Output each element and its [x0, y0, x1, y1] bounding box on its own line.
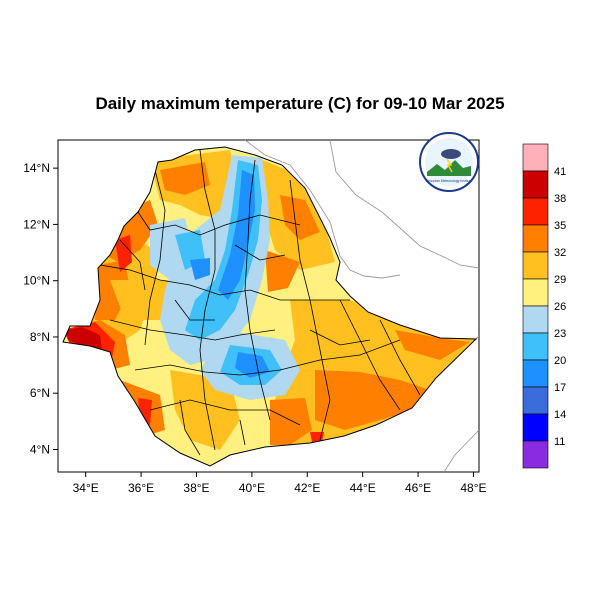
x-axis-ticks: 34°E 36°E 38°E 40°E 42°E 44°E 46°E 48°E [73, 472, 487, 495]
colorbar-swatch [522, 386, 549, 415]
x-tick-label: 44°E [350, 481, 376, 495]
temp-band-f17 [235, 352, 270, 378]
ethiopia-border [62, 146, 478, 467]
y-tick-label: 14°N [23, 161, 50, 175]
temp-band-f32 [315, 370, 430, 430]
y-tick-label: 12°N [23, 217, 50, 231]
colorbar-swatch [522, 413, 549, 442]
colorbar-label: 20 [554, 355, 566, 367]
colorbar-label: 17 [554, 382, 566, 394]
temp-band-f32 [265, 250, 300, 292]
y-tick-label: 8°N [30, 330, 50, 344]
x-tick-label: 46°E [405, 481, 431, 495]
colorbar-swatch [522, 197, 549, 226]
x-tick-label: 40°E [239, 481, 265, 495]
temp-band-f38 [66, 327, 102, 350]
temp-band-f17 [190, 258, 210, 280]
x-tick-label: 34°E [73, 481, 99, 495]
colorbar-label: 41 [554, 166, 566, 178]
temp-band-f17 [218, 170, 255, 300]
temp-band-f32 [395, 330, 470, 360]
temp-band-f35 [115, 235, 132, 272]
logo-bottom-text: Ethiopian Meteorology Institute [426, 179, 473, 183]
plot-frame [57, 139, 480, 473]
y-tick-label: 10°N [23, 274, 50, 288]
colorbar-swatch [522, 278, 549, 307]
colorbar-swatch [522, 332, 549, 361]
temp-band-f32 [160, 162, 210, 195]
colorbar-label: 11 [554, 436, 565, 448]
colorbar-swatch [522, 440, 549, 469]
region-boundaries [99, 149, 421, 456]
colorbar-swatch [522, 359, 549, 388]
x-tick-label: 36°E [128, 481, 154, 495]
colorbar-swatch [522, 251, 549, 280]
colorbar-swatch [522, 143, 549, 172]
temperature-field [63, 147, 476, 466]
colorbar-label: 29 [554, 274, 566, 286]
colorbar-label: 14 [554, 409, 566, 421]
x-tick-label: 38°E [183, 481, 209, 495]
temp-band-f29 [110, 280, 170, 320]
y-tick-label: 6°N [30, 386, 50, 400]
colorbar-swatch [522, 224, 549, 253]
temp-band-f32 [280, 195, 320, 240]
colorbar-label: 35 [554, 220, 566, 232]
institute-logo: Ethiopian Meteorology Institute [419, 132, 479, 192]
colorbar-swatch [522, 170, 549, 199]
x-tick-label: 48°E [460, 481, 486, 495]
colorbar: 41 38 35 32 29 26 23 20 17 14 11 [522, 143, 566, 469]
colorbar-label: 32 [554, 247, 566, 259]
colorbar-label: 26 [554, 301, 566, 313]
x-tick-label: 42°E [294, 481, 320, 495]
colorbar-swatch [522, 305, 549, 334]
map-title: Daily maximum temperature (C) for 09-10 … [95, 94, 505, 113]
temp-band-f32 [270, 398, 312, 445]
colorbar-label: 38 [554, 193, 566, 205]
y-tick-label: 4°N [30, 442, 50, 456]
colorbar-label: 23 [554, 328, 566, 340]
neighbor-borders [244, 139, 480, 473]
y-axis-ticks: 14°N 12°N 10°N 8°N 6°N 4°N [23, 161, 58, 456]
